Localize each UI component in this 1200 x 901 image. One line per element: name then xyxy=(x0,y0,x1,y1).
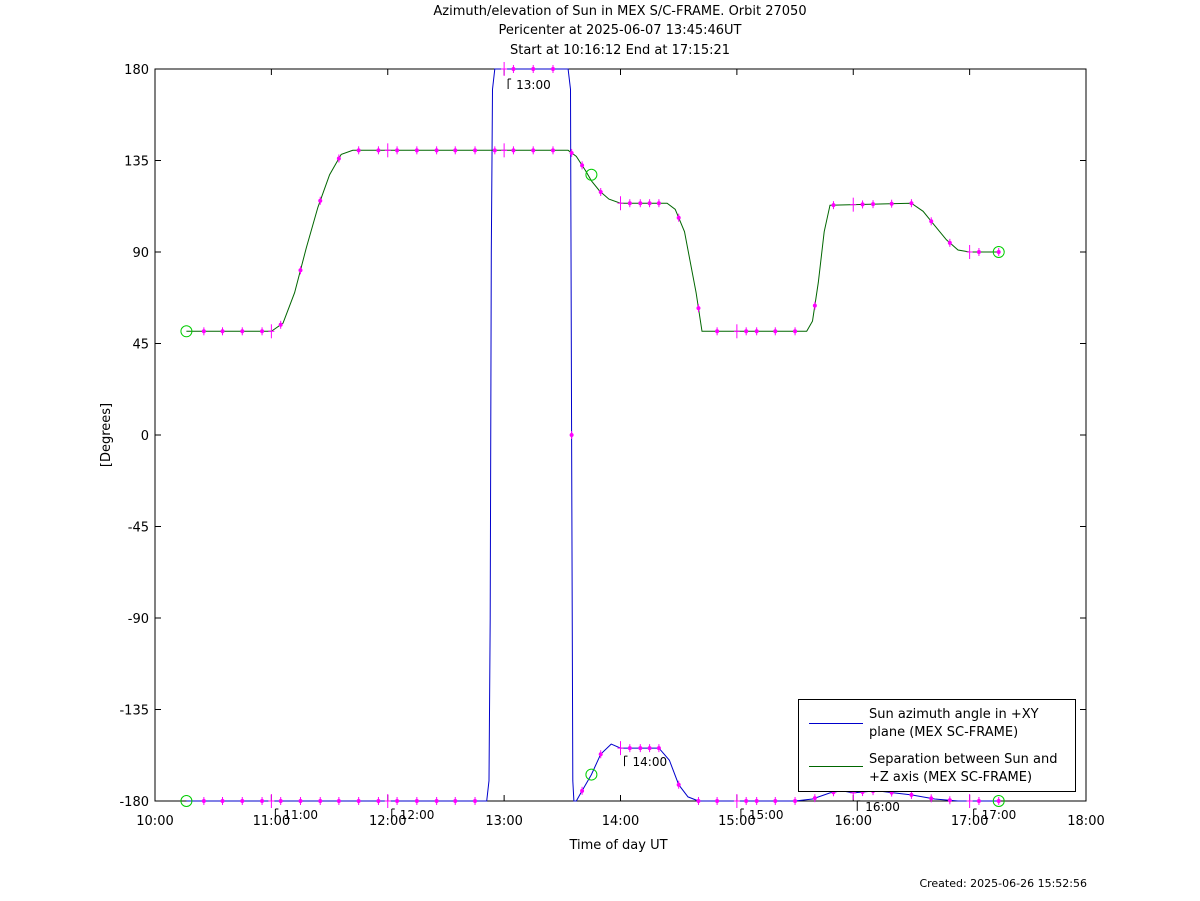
annotation-label: 17:00 xyxy=(982,808,1017,822)
x-tick-label: 16:00 xyxy=(835,814,872,829)
annotation-label: 15:00 xyxy=(749,808,784,822)
legend-swatch-azimuth xyxy=(809,723,863,724)
y-tick-label: 0 xyxy=(141,429,149,444)
y-tick-label: -135 xyxy=(119,704,149,719)
y-tick-label: -45 xyxy=(128,521,149,536)
created-timestamp: Created: 2025-06-26 15:52:56 xyxy=(919,877,1087,890)
x-tick-label: 12:00 xyxy=(369,814,406,829)
x-tick-label: 17:00 xyxy=(951,814,988,829)
chart-title: Azimuth/elevation of Sun in MEX S/C-FRAM… xyxy=(433,4,807,19)
pericenter-subtitle: Pericenter at 2025-06-07 13:45:46UT xyxy=(498,23,742,38)
x-tick-label: 13:00 xyxy=(485,814,522,829)
legend: Sun azimuth angle in +XY plane (MEX SC-F… xyxy=(798,699,1076,792)
plot-frame xyxy=(154,68,1087,802)
x-tick-label: 18:00 xyxy=(1067,814,1104,829)
legend-label-separation-2: +Z axis (MEX SC-FRAME) xyxy=(869,770,1033,785)
legend-label-azimuth-2: plane (MEX SC-FRAME) xyxy=(869,725,1019,740)
legend-label-separation-1: Separation between Sun and xyxy=(869,752,1058,767)
series-line-azimuth xyxy=(186,68,999,802)
legend-label-azimuth-1: Sun azimuth angle in +XY xyxy=(869,707,1039,722)
y-tick-label: 45 xyxy=(132,338,149,353)
series-line-separation xyxy=(186,149,999,332)
y-tick-label: -180 xyxy=(119,795,149,810)
y-tick-label: 90 xyxy=(132,246,149,261)
y-tick-label: -90 xyxy=(128,612,149,627)
y-tick-label: 180 xyxy=(124,63,149,78)
event-circle xyxy=(585,768,598,781)
x-tick-label: 11:00 xyxy=(253,814,290,829)
time-range-subtitle: Start at 10:16:12 End at 17:15:21 xyxy=(509,43,731,58)
event-circle xyxy=(992,246,1005,258)
annotation-label: 12:00 xyxy=(400,808,435,822)
y-tick-label: 135 xyxy=(124,155,149,170)
event-circle xyxy=(180,795,193,807)
annotation-label: 14:00 xyxy=(633,755,668,769)
x-tick-label: 15:00 xyxy=(718,814,755,829)
legend-swatch-separation xyxy=(809,766,863,767)
x-tick-label: 10:00 xyxy=(136,814,173,829)
x-tick-label: 14:00 xyxy=(602,814,639,829)
event-circle xyxy=(585,168,598,181)
annotation-label: 16:00 xyxy=(865,800,900,814)
annotation-label: 13:00 xyxy=(516,78,551,92)
y-axis-label: [Degrees] xyxy=(99,403,114,467)
x-axis-label: Time of day UT xyxy=(568,838,667,853)
annotation-label: 11:00 xyxy=(283,808,318,822)
event-circle xyxy=(992,795,1005,807)
event-circle xyxy=(180,325,193,338)
